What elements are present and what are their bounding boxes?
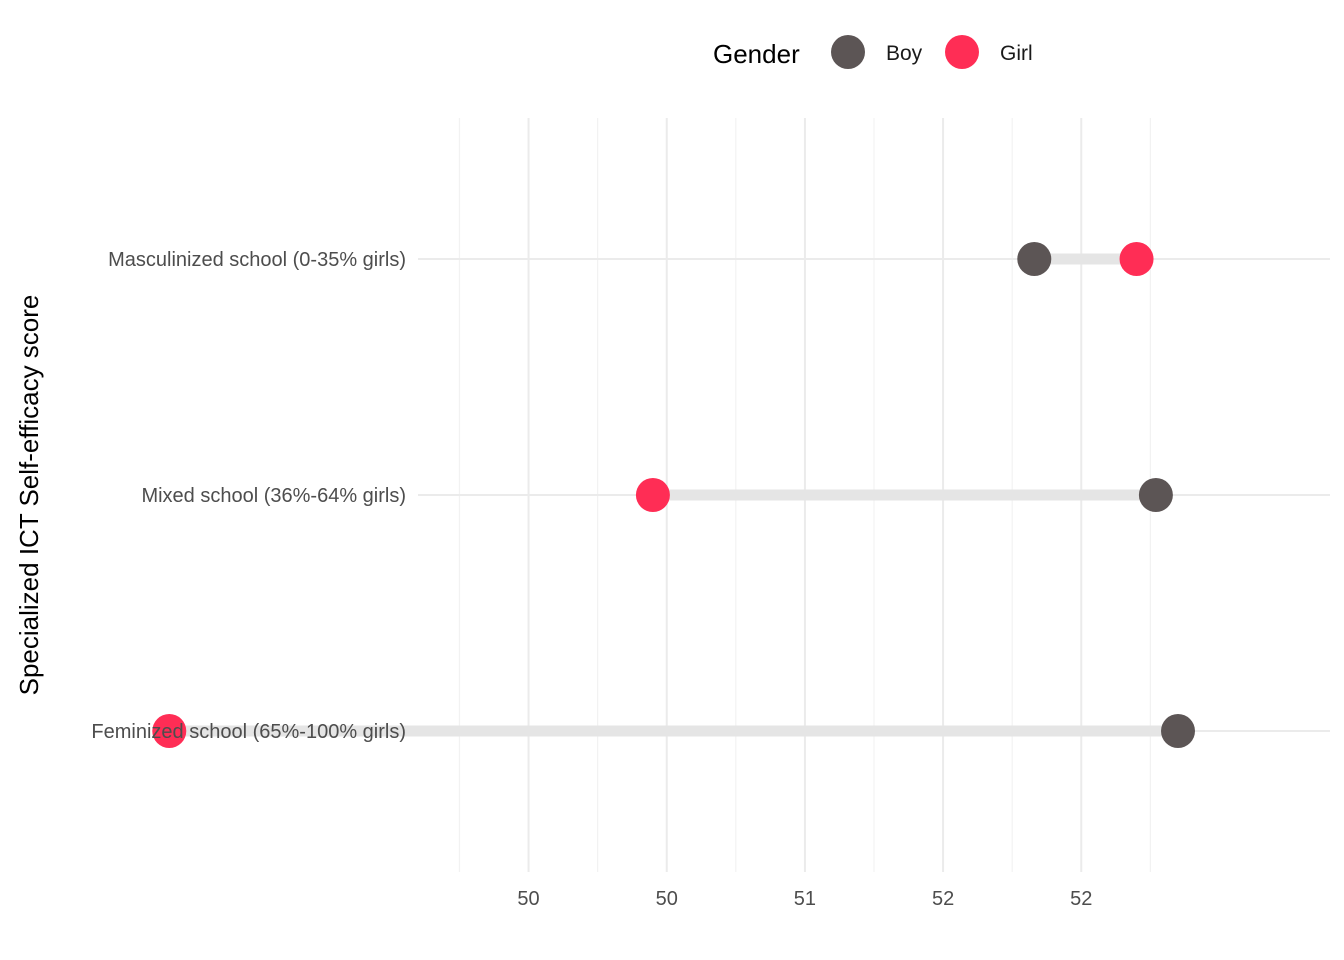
y-tick-label-0: Masculinized school (0-35% girls) xyxy=(108,249,406,271)
point-boy-1 xyxy=(1138,478,1173,512)
point-boy-0 xyxy=(1017,242,1052,276)
y-axis-title: Specialized ICT Self-efficacy score xyxy=(14,295,44,696)
legend-title: Gender xyxy=(713,39,800,69)
data-points xyxy=(152,242,1195,748)
legend-key-boy xyxy=(831,35,865,69)
point-girl-1 xyxy=(635,478,670,512)
x-tick-label-1: 50 xyxy=(656,888,678,910)
y-axis-ticks: Masculinized school (0-35% girls) Mixed s… xyxy=(91,249,406,743)
x-tick-label-3: 52 xyxy=(932,888,954,910)
point-girl-2 xyxy=(152,714,187,748)
point-girl-0 xyxy=(1119,242,1154,276)
legend-label-girl: Girl xyxy=(1000,42,1033,65)
x-tick-label-0: 50 xyxy=(517,888,539,910)
legend-key-girl xyxy=(945,35,979,69)
dumbbell-segments xyxy=(169,253,1178,737)
x-tick-label-4: 52 xyxy=(1070,888,1092,910)
legend: Gender Boy Girl xyxy=(713,35,1033,69)
y-tick-label-2: Feminized school (65%-100% girls) xyxy=(91,721,406,743)
legend-label-boy: Boy xyxy=(886,42,923,65)
x-axis-ticks: 50 50 51 52 52 xyxy=(517,888,1092,910)
point-boy-2 xyxy=(1161,714,1195,748)
y-tick-label-1: Mixed school (36%-64% girls) xyxy=(141,485,406,507)
x-tick-label-2: 51 xyxy=(794,888,816,910)
